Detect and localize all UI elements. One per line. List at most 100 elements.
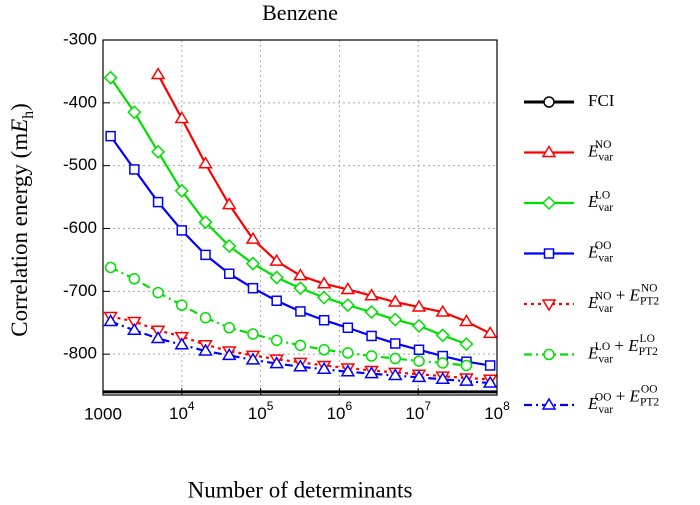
point <box>176 225 188 236</box>
point <box>245 231 261 244</box>
point <box>221 197 237 210</box>
point <box>484 360 496 371</box>
legend-label: EvarLO <box>587 188 613 214</box>
point <box>293 359 308 372</box>
point <box>435 304 451 317</box>
point <box>129 164 140 175</box>
point <box>482 375 497 388</box>
point <box>269 270 284 285</box>
point <box>435 371 451 385</box>
legend-marker <box>543 96 555 108</box>
point <box>174 337 190 350</box>
point <box>198 156 213 169</box>
point <box>411 299 427 312</box>
point <box>103 314 118 327</box>
point <box>364 366 379 379</box>
point <box>128 273 141 285</box>
y-tick-label: -700 <box>63 281 97 300</box>
legend: FCI EvarNO EvarLO EvarOO EvarNO + EPT2NO Evar… <box>524 91 659 416</box>
x-tick-label: 1000 <box>84 404 122 423</box>
point <box>293 268 308 281</box>
point <box>387 294 403 307</box>
point <box>342 347 354 359</box>
legend-marker <box>541 195 557 211</box>
y-tick-label: -300 <box>63 29 97 48</box>
y-tick-label: -600 <box>63 218 97 237</box>
point <box>342 322 354 334</box>
point <box>176 299 188 311</box>
point <box>364 305 379 320</box>
point <box>411 369 427 383</box>
point <box>317 290 332 305</box>
point <box>152 196 164 208</box>
point <box>413 355 425 367</box>
legend-marker <box>541 299 557 312</box>
y-tick-label: -500 <box>63 155 97 174</box>
point <box>459 373 474 386</box>
legend-marker <box>541 145 557 158</box>
point <box>389 352 402 365</box>
point <box>270 334 283 347</box>
point <box>198 343 213 356</box>
point <box>103 70 118 85</box>
point <box>318 344 330 356</box>
point <box>223 268 235 279</box>
point <box>388 312 403 327</box>
point <box>293 281 308 296</box>
point <box>271 295 282 307</box>
point <box>340 364 356 377</box>
point <box>269 253 285 266</box>
plot-frame <box>102 39 498 396</box>
y-axis-label: Correlation energy (mEh) <box>7 103 36 337</box>
point <box>152 286 164 299</box>
point <box>318 314 330 326</box>
point <box>316 361 332 374</box>
point <box>222 239 237 254</box>
point <box>127 322 142 336</box>
point <box>105 130 116 142</box>
point <box>247 328 259 340</box>
point <box>295 306 306 317</box>
point <box>151 144 166 159</box>
point <box>316 276 332 289</box>
legend-marker <box>543 248 555 259</box>
point <box>174 183 189 198</box>
point <box>364 288 379 301</box>
x-tick-label: 104 <box>169 399 195 423</box>
point <box>340 298 355 313</box>
series-line <box>110 315 491 381</box>
point <box>127 316 142 329</box>
legend-label: FCI <box>588 91 615 110</box>
point <box>199 311 212 324</box>
point <box>198 215 213 230</box>
point <box>104 261 117 274</box>
legend-label: EvarOO + EPT2OO <box>587 382 659 415</box>
legend-marker <box>543 348 555 361</box>
point <box>366 330 377 342</box>
point <box>223 322 235 334</box>
point <box>365 350 378 362</box>
point <box>460 359 473 372</box>
point <box>294 339 307 352</box>
point <box>245 256 261 271</box>
point <box>150 330 166 344</box>
y-tick-label: -800 <box>63 344 97 363</box>
point <box>390 338 401 349</box>
x-tick-label: 105 <box>248 399 274 423</box>
point <box>459 337 474 352</box>
legend-marker <box>541 397 557 410</box>
point <box>482 325 497 339</box>
x-tick-label: 107 <box>405 399 431 423</box>
point <box>127 105 142 120</box>
point <box>221 347 237 361</box>
point <box>200 249 211 261</box>
point <box>340 281 356 295</box>
y-tick-label: -400 <box>63 92 97 111</box>
series-line <box>110 266 467 367</box>
legend-label: EvarOO <box>587 239 613 265</box>
x-tick-label: 106 <box>327 399 353 423</box>
legend-label: EvarNO <box>587 138 613 164</box>
point <box>413 344 425 356</box>
point <box>435 328 450 343</box>
point <box>411 318 427 333</box>
